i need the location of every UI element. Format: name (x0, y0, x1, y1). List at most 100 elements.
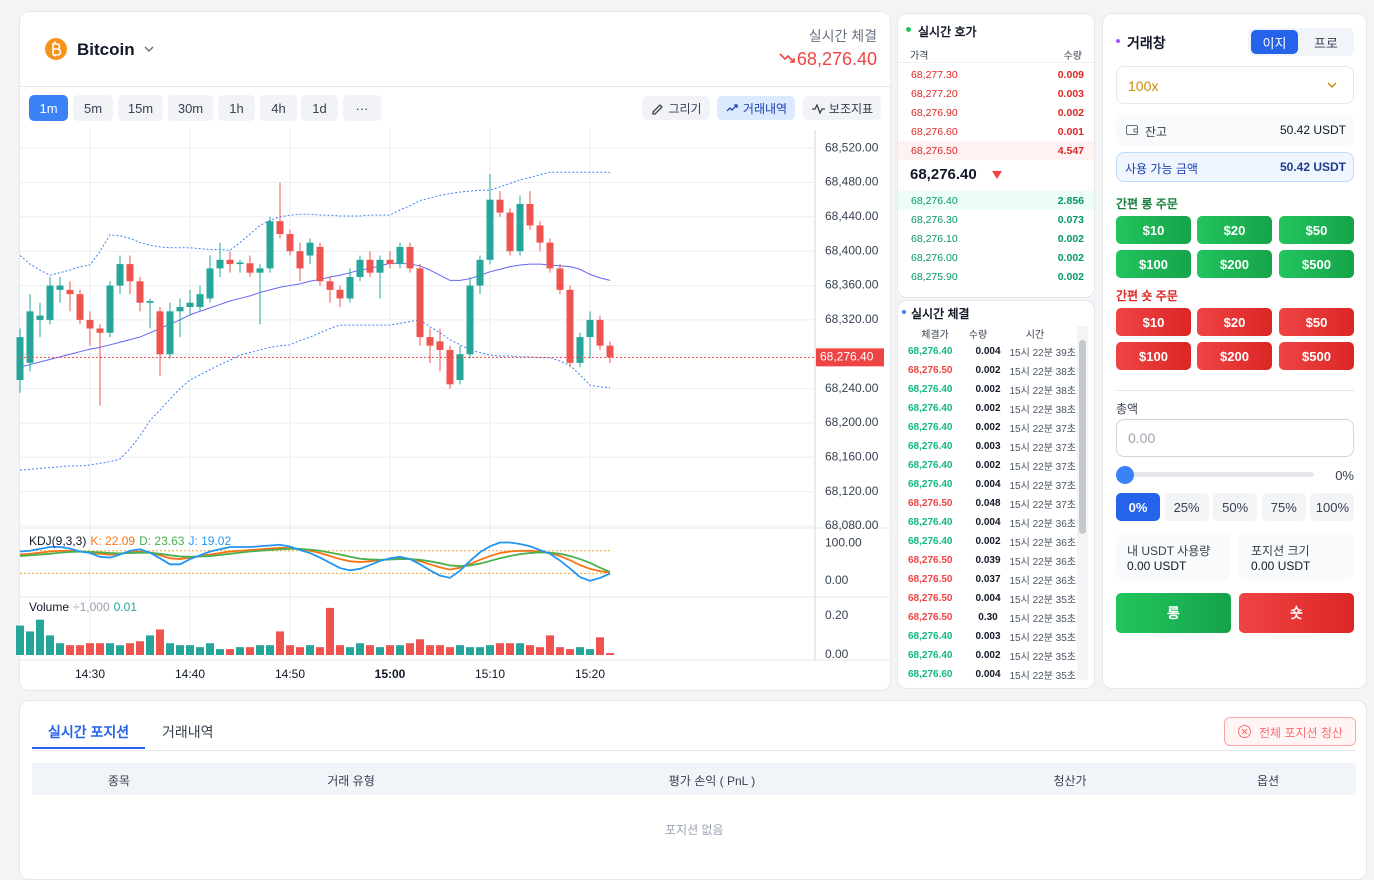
tab-active[interactable]: 실시간 포지션 (48, 724, 130, 740)
percent-button[interactable]: 50% (1213, 493, 1258, 521)
y-tick-label: 0.00 (825, 573, 849, 587)
bid-row[interactable]: 68,276.10 0.002 (898, 229, 1094, 248)
trade-time: 15시 22분 35초 (1009, 671, 1076, 682)
volume-bar (226, 649, 234, 655)
timeframe-button[interactable]: 15m (118, 95, 163, 121)
bid-price: 68,276.00 (911, 251, 958, 264)
scrollbar[interactable] (1077, 326, 1088, 680)
leverage-select[interactable] (1116, 66, 1354, 104)
short-quick-button[interactable]: $50 (1279, 308, 1354, 336)
dot (1116, 39, 1120, 43)
slider-track[interactable] (1120, 472, 1314, 477)
trade-row: 68,276.50 0.039 15시 22분 36초 (898, 551, 1076, 570)
x-tick-label: 15:00 (375, 667, 406, 681)
bid-row[interactable]: 68,276.40 2.856 (898, 191, 1094, 210)
timeframe-button[interactable]: 5m (73, 95, 113, 121)
ask-row[interactable]: 68,276.60 0.001 (898, 122, 1094, 141)
ask-row[interactable]: 68,276.50 4.547 (898, 141, 1094, 160)
down-triangle (992, 171, 1002, 179)
short-quick-button[interactable]: $20 (1197, 308, 1272, 336)
candle-body (316, 246, 324, 282)
timeframe-button[interactable]: 30m (168, 95, 213, 121)
timeframe-button[interactable]: 1m (29, 95, 68, 121)
volume-bar (206, 643, 214, 655)
bid-row[interactable]: 68,276.00 0.002 (898, 248, 1094, 267)
candle-body (206, 268, 214, 299)
legend-entry: J: 19.02 (188, 534, 231, 548)
ask-qty: 0.009 (1057, 68, 1084, 81)
close-all-button[interactable] (1224, 717, 1356, 746)
percent-button[interactable]: 0% (1116, 493, 1160, 521)
percent-button[interactable]: 100% (1310, 493, 1355, 521)
volume-bar (286, 645, 294, 655)
candle-body (366, 259, 374, 273)
tool-button[interactable]: 그리기 (642, 96, 710, 120)
trade-price: 68,276.40 (908, 460, 953, 471)
short-quick-button[interactable]: $500 (1279, 342, 1354, 370)
column-header: 평가 손익 ( PnL ) (668, 774, 756, 788)
percent-button[interactable]: 75% (1261, 493, 1306, 521)
total-input[interactable] (1116, 419, 1354, 457)
bid-row[interactable]: 68,276.30 0.073 (898, 210, 1094, 229)
long-button[interactable]: 롱 (1116, 593, 1231, 633)
candle-body (146, 301, 154, 303)
slider-knob[interactable] (1116, 466, 1134, 484)
slider-value: 0% (1335, 468, 1354, 483)
percent-button[interactable]: 25% (1164, 493, 1209, 521)
ask-row[interactable]: 68,276.90 0.002 (898, 103, 1094, 122)
tool-button[interactable]: 보조지표 (803, 96, 881, 120)
legend-entry: K: 22.09 (90, 534, 135, 548)
timeframe-button[interactable]: 1h (218, 95, 255, 121)
candle-body (596, 319, 604, 346)
bid-row[interactable]: 68,275.90 0.002 (898, 267, 1094, 286)
ask-qty: 0.001 (1057, 125, 1084, 138)
trade-price: 68,276.50 (908, 555, 953, 566)
ask-row[interactable]: 68,277.30 0.009 (898, 65, 1094, 84)
candle-body (486, 199, 494, 260)
candle-body (576, 337, 584, 363)
long-quick-button[interactable]: $100 (1116, 250, 1191, 278)
long-quick-button[interactable]: $20 (1197, 216, 1272, 244)
tab[interactable]: 거래내역 (162, 724, 214, 740)
candle-body (426, 337, 434, 346)
y-tick-label: 68,520.00 (825, 140, 879, 154)
tool-button[interactable]: 거래내역 (717, 96, 795, 120)
chevron[interactable] (143, 43, 155, 55)
candle-body (26, 311, 34, 363)
trade-row: 68,276.40 0.002 15시 22분 37초 (898, 456, 1076, 475)
usage-label: 내 USDT 사용량 (1127, 544, 1211, 558)
volume-bar (56, 643, 64, 655)
short-quick-button[interactable]: $100 (1116, 342, 1191, 370)
scroll-thumb[interactable] (1079, 340, 1086, 534)
timeframe-button[interactable]: ··· (343, 95, 381, 121)
volume-bar (556, 647, 564, 655)
bid-qty: 0.073 (1057, 213, 1084, 226)
short-quick-button[interactable]: $200 (1197, 342, 1272, 370)
short-quick-button[interactable]: $10 (1116, 308, 1191, 336)
long-quick-button[interactable]: $500 (1279, 250, 1354, 278)
candle-body (436, 341, 444, 350)
trade-row: 68,276.40 0.003 15시 22분 35초 (898, 627, 1076, 646)
volume-bar (96, 643, 104, 655)
candle-body (606, 345, 614, 358)
trade-qty: 0.004 (975, 517, 1001, 528)
bid-price: 68,276.10 (911, 232, 958, 245)
timeframe-button[interactable]: 1d (301, 95, 338, 121)
long-quick-button[interactable]: $50 (1279, 216, 1354, 244)
bid-qty: 0.002 (1057, 232, 1084, 245)
volume-bar (526, 645, 534, 655)
ask-price: 68,276.60 (911, 125, 958, 138)
long-quick-button[interactable]: $10 (1116, 216, 1191, 244)
long-quick-button[interactable]: $200 (1197, 250, 1272, 278)
timeframe-button[interactable]: 4h (260, 95, 297, 121)
mode-pro[interactable]: 프로 (1314, 35, 1338, 51)
volume-bar (426, 645, 434, 655)
bid-qty: 0.002 (1057, 270, 1084, 283)
bid-price: 68,276.30 (911, 213, 958, 226)
ask-row[interactable]: 68,277.20 0.003 (898, 84, 1094, 103)
asset-name[interactable]: Bitcoin (77, 40, 135, 59)
candle-body (586, 319, 594, 338)
short-button[interactable]: 숏 (1239, 593, 1354, 633)
candle-body (456, 354, 464, 381)
mode-easy[interactable]: 이지 (1251, 30, 1298, 54)
